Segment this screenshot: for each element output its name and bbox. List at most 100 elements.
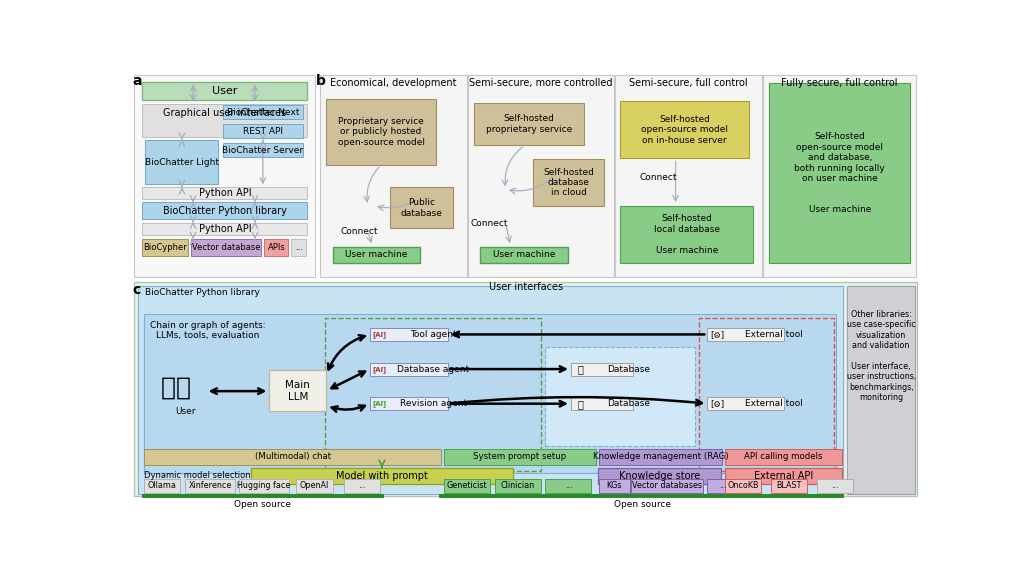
Text: External API: External API — [754, 471, 813, 481]
Text: 🗄: 🗄 — [578, 398, 584, 409]
Bar — [599, 479, 630, 493]
Bar — [495, 479, 541, 493]
Text: Other libraries:
use case-specific
visualization
and validation

User interface,: Other libraries: use case-specific visua… — [847, 310, 915, 402]
Bar — [545, 347, 695, 446]
Bar — [269, 370, 327, 411]
Bar — [443, 479, 489, 493]
Text: Python API: Python API — [199, 224, 251, 234]
Bar — [599, 449, 722, 465]
Bar — [134, 282, 916, 496]
Bar — [143, 449, 441, 465]
Text: Self-hosted
local database

User machine: Self-hosted local database User machine — [653, 214, 720, 255]
Bar — [847, 286, 915, 493]
Bar — [769, 83, 910, 263]
Bar — [771, 479, 807, 493]
Text: BLAST: BLAST — [776, 482, 802, 491]
Text: (Multimodal) chat: (Multimodal) chat — [255, 452, 331, 461]
Bar — [327, 99, 436, 165]
Text: ...: ... — [719, 482, 726, 491]
Text: c: c — [132, 283, 140, 297]
Text: Chain or graph of agents:
LLMs, tools, evaluation: Chain or graph of agents: LLMs, tools, e… — [151, 320, 266, 340]
Text: KGs: KGs — [607, 482, 623, 491]
Bar — [443, 449, 596, 465]
Bar — [708, 328, 783, 341]
Bar — [292, 239, 306, 256]
Text: BioChatter Python library: BioChatter Python library — [163, 206, 287, 216]
Bar — [240, 479, 289, 493]
Bar — [708, 397, 783, 410]
Bar — [251, 468, 513, 484]
Bar — [532, 159, 604, 206]
Text: User interfaces: User interfaces — [488, 282, 562, 292]
Text: [AI]: [AI] — [373, 366, 387, 373]
Text: External tool: External tool — [744, 399, 803, 408]
Text: Open source: Open source — [613, 500, 671, 509]
Text: ...: ... — [564, 482, 572, 491]
Text: ...: ... — [295, 243, 302, 252]
Bar — [321, 75, 467, 277]
Bar — [620, 206, 754, 263]
Bar — [725, 479, 761, 493]
Text: API calling models: API calling models — [744, 452, 822, 461]
Bar — [725, 468, 842, 484]
Text: BioChatter Python library: BioChatter Python library — [144, 288, 259, 297]
Bar — [370, 397, 447, 410]
Text: Public
database: Public database — [400, 198, 442, 217]
Bar — [570, 397, 633, 410]
Text: OncoKB: OncoKB — [727, 482, 759, 491]
Text: b: b — [316, 74, 326, 88]
Text: Knowledge store: Knowledge store — [618, 471, 700, 481]
Bar — [631, 479, 702, 493]
Text: Connect: Connect — [639, 173, 677, 182]
Bar — [142, 104, 307, 137]
Text: REST API: REST API — [243, 126, 283, 135]
Text: ...: ... — [831, 482, 839, 491]
Text: Semi-secure, more controlled: Semi-secure, more controlled — [469, 78, 612, 88]
Text: BioChatter Next: BioChatter Next — [226, 107, 299, 116]
Bar — [142, 223, 307, 235]
Text: 🧑‍💻: 🧑‍💻 — [161, 375, 190, 400]
Bar — [615, 75, 762, 277]
Bar — [333, 247, 420, 263]
Bar — [223, 143, 303, 157]
Text: Self-hosted
proprietary service: Self-hosted proprietary service — [485, 115, 571, 134]
Text: User machine: User machine — [493, 250, 555, 259]
Text: Economical, development: Economical, development — [330, 78, 457, 88]
Text: Graphical user interfaces: Graphical user interfaces — [163, 108, 287, 117]
Bar — [468, 75, 614, 277]
Text: a: a — [132, 74, 141, 88]
Bar — [191, 239, 261, 256]
Bar — [370, 362, 447, 375]
Text: Database: Database — [606, 365, 649, 374]
Text: Clinician: Clinician — [501, 482, 535, 491]
Bar — [620, 101, 749, 158]
Text: Fully secure, full control: Fully secure, full control — [781, 78, 898, 88]
Bar — [134, 75, 315, 277]
Text: System prompt setup: System prompt setup — [473, 452, 566, 461]
Text: Vector databases: Vector databases — [632, 482, 701, 491]
Bar — [370, 328, 447, 341]
Bar — [699, 319, 835, 471]
Bar — [598, 468, 721, 484]
Text: Hugging face: Hugging face — [238, 482, 291, 491]
Text: BioChatter Server: BioChatter Server — [222, 146, 303, 155]
Text: [⚙]: [⚙] — [710, 399, 724, 408]
Text: ...: ... — [358, 482, 366, 491]
Text: Proprietary service
or publicly hosted
open-source model: Proprietary service or publicly hosted o… — [338, 117, 425, 147]
Text: Database: Database — [606, 399, 649, 408]
Text: Open source: Open source — [234, 500, 292, 509]
Bar — [145, 140, 218, 184]
Text: Knowledge management (RAG): Knowledge management (RAG) — [593, 452, 729, 461]
Text: Connect: Connect — [341, 226, 379, 235]
Text: Python API: Python API — [199, 188, 251, 198]
Text: [AI]: [AI] — [373, 331, 387, 338]
Bar — [142, 187, 307, 200]
Bar — [763, 75, 916, 277]
Text: Self-hosted
open-source model
and database,
both running locally
on user machine: Self-hosted open-source model and databa… — [795, 132, 885, 214]
Text: Revision agent: Revision agent — [399, 399, 467, 408]
Bar — [223, 124, 303, 138]
Bar — [570, 362, 633, 375]
Text: External tool: External tool — [744, 330, 803, 339]
Bar — [223, 105, 303, 119]
Bar — [817, 479, 853, 493]
